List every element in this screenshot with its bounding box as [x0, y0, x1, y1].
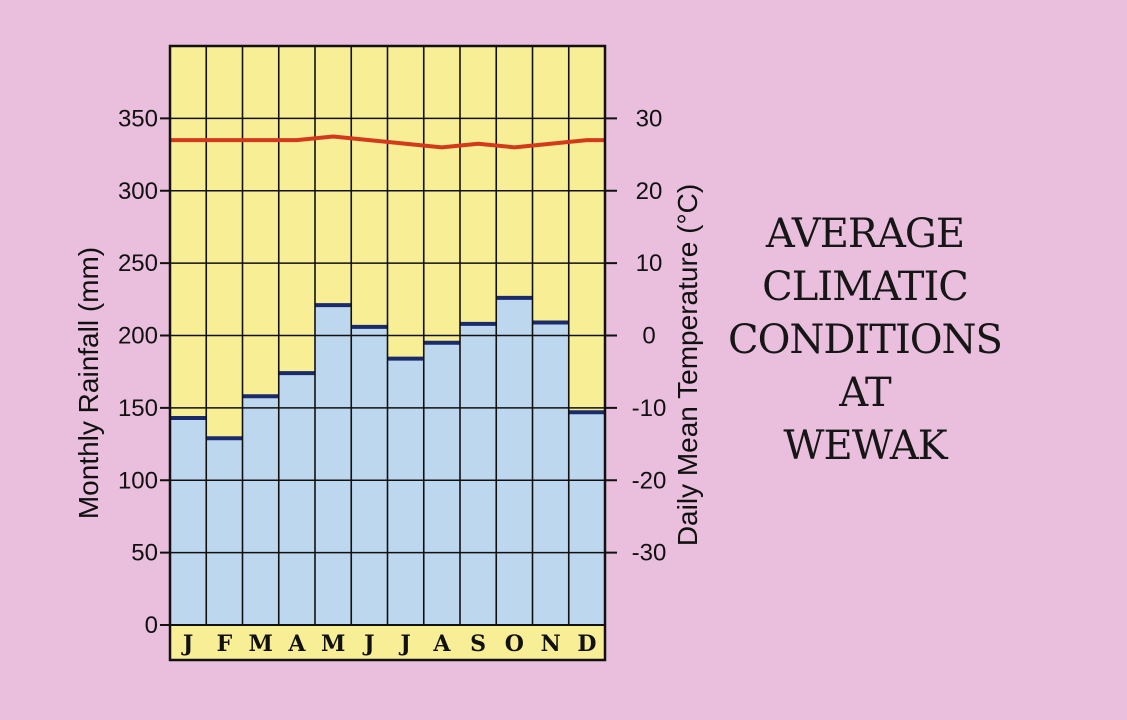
rainfall-bar: [170, 418, 207, 625]
rainfall-tick-label: 200: [118, 323, 158, 350]
rainfall-bar: [532, 322, 569, 625]
rainfall-bar: [460, 323, 497, 625]
temperature-tick-label: 10: [636, 250, 663, 277]
rainfall-axis-ticks: 0 50 100 150 200 250 300 350: [118, 105, 170, 639]
month-label: S: [470, 631, 486, 657]
title-line-4: AT: [839, 370, 891, 416]
rainfall-tick-label: 350: [118, 105, 158, 132]
title-line-5: WEWAK: [783, 423, 947, 469]
month-strip: [169, 624, 606, 661]
rainfall-bar: [315, 305, 352, 625]
rainfall-bar: [568, 412, 605, 625]
temperature-line: [170, 134, 605, 150]
rainfall-tick-label: 300: [118, 178, 158, 205]
rainfall-tick-label: 250: [118, 250, 158, 277]
month-label: J: [362, 631, 374, 657]
month-label: M: [248, 631, 272, 657]
grid-lines: [170, 46, 605, 660]
rainfall-bar: [351, 326, 388, 625]
rainfall-tick-label: 50: [131, 540, 158, 567]
rainfall-tick-label: 0: [145, 612, 158, 639]
temperature-axis-title: Daily Mean Temperature (°C): [672, 184, 703, 546]
title-line-1: AVERAGE: [765, 211, 965, 257]
temperature-tick-label: 20: [636, 178, 663, 205]
month-label: J: [181, 631, 193, 657]
month-label: M: [321, 631, 345, 657]
title-line-3: CONDITIONS: [728, 317, 1003, 363]
month-label: A: [432, 631, 451, 657]
rainfall-bar: [278, 373, 315, 625]
rainfall-bars: [170, 295, 605, 625]
rainfall-bar: [206, 438, 243, 625]
temperature-tick-label: 30: [636, 105, 663, 132]
temperature-axis-ticks: -30 -20 -10 0 10 20 30: [605, 105, 667, 567]
temperature-tick-label: -30: [632, 540, 667, 567]
rainfall-bar: [496, 297, 533, 625]
month-label: J: [398, 631, 410, 657]
month-label: N: [541, 631, 561, 657]
chart-title: AVERAGE CLIMATIC CONDITIONS AT WEWAK: [700, 208, 1030, 473]
title-line-2: CLIMATIC: [762, 264, 969, 310]
temperature-line-layer: [170, 134, 605, 150]
temperature-tick-label: 0: [642, 323, 655, 350]
rainfall-bar: [242, 396, 279, 625]
temperature-tick-label: -20: [632, 467, 667, 494]
rainfall-tick-label: 150: [118, 395, 158, 422]
rainfall-axis-title: Monthly Rainfall (mm): [73, 247, 104, 519]
temperature-tick-label: -10: [632, 395, 667, 422]
plot-frame: [168, 44, 607, 662]
month-label: F: [217, 631, 233, 657]
rainfall-bar: [387, 358, 424, 625]
month-label: A: [287, 631, 306, 657]
rainfall-bar: [423, 342, 460, 625]
rainfall-tick-label: 100: [118, 467, 158, 494]
month-label: O: [505, 631, 524, 657]
month-label: D: [577, 631, 596, 657]
